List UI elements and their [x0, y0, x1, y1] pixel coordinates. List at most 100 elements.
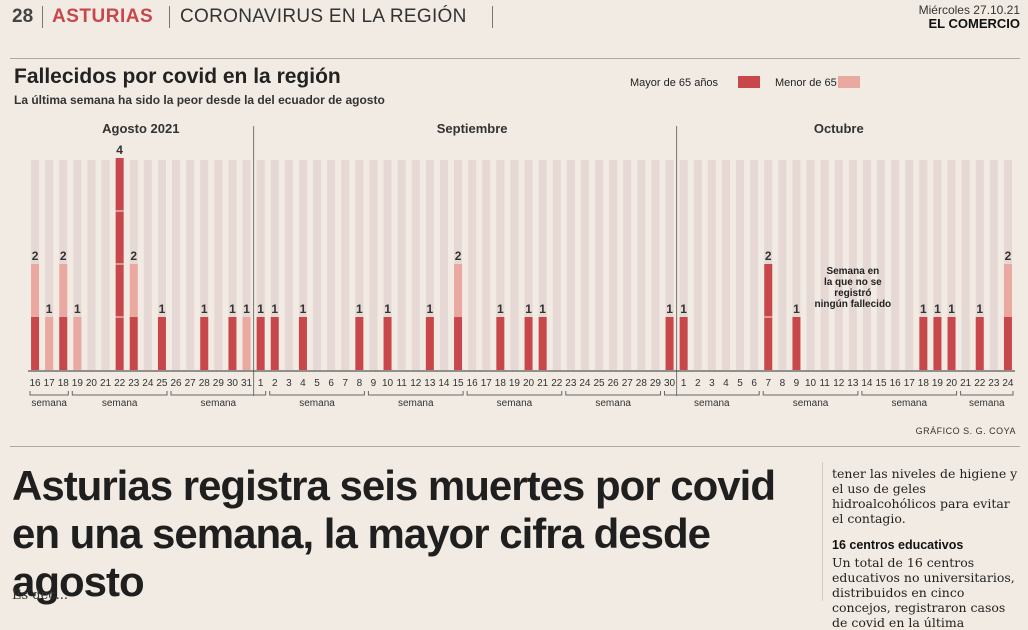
- bar-track: [961, 160, 970, 370]
- bar-track: [665, 160, 674, 370]
- legend-label: Menor de 65: [775, 77, 837, 89]
- bar-mayor-65: [200, 317, 209, 370]
- bar-track: [609, 160, 618, 370]
- bar-total-label: 1: [384, 302, 391, 316]
- bar-mayor-65: [31, 317, 40, 370]
- day-tick-label: 16: [29, 378, 41, 389]
- bar-total-label: 1: [793, 302, 800, 316]
- day-tick-label: 6: [751, 378, 757, 389]
- header-separator: [492, 6, 493, 28]
- bar-menor-65: [454, 264, 463, 317]
- bar-total-label: 1: [229, 302, 236, 316]
- bar-mayor-65: [524, 317, 533, 370]
- day-tick-label: 8: [357, 378, 363, 389]
- bar-mayor-65: [59, 317, 68, 370]
- day-tick-label: 9: [794, 378, 800, 389]
- day-tick-label: 21: [537, 378, 549, 389]
- bar-track: [510, 160, 519, 370]
- bar-track: [538, 160, 547, 370]
- bar-mayor-65: [1003, 317, 1012, 370]
- bar-mayor-65: [538, 317, 547, 370]
- day-tick-label: 18: [918, 378, 930, 389]
- bar-mayor-65: [665, 317, 674, 370]
- week-bracket: [71, 391, 168, 396]
- bar-mayor-65: [228, 317, 237, 370]
- bar-track: [806, 160, 815, 370]
- header-separator: [169, 6, 170, 28]
- day-tick-label: 28: [199, 378, 211, 389]
- bar-menor-65: [242, 317, 251, 370]
- bar-total-label: 1: [976, 302, 983, 316]
- bar-mayor-65: [298, 317, 307, 370]
- bar-total-label: 2: [765, 249, 772, 263]
- day-tick-label: 11: [819, 378, 830, 389]
- bar-track: [862, 160, 871, 370]
- day-tick-label: 12: [410, 378, 422, 389]
- bar-track: [637, 160, 646, 370]
- day-tick-label: 21: [100, 378, 112, 389]
- column-paragraph: tener las niveles de higiene y el uso de…: [832, 466, 1018, 526]
- bar-total-label: 1: [920, 302, 927, 316]
- bar-track: [651, 160, 660, 370]
- day-tick-label: 3: [709, 378, 715, 389]
- bar-track: [411, 160, 420, 370]
- bar-track: [200, 160, 209, 370]
- week-bracket: [861, 391, 958, 396]
- bar-track: [877, 160, 886, 370]
- graphic-credit: GRÁFICO S. G. COYA: [915, 426, 1016, 436]
- bar-mayor-65: [355, 317, 364, 370]
- bar-total-label: 1: [201, 302, 208, 316]
- bar-track: [87, 160, 96, 370]
- bar-total-label: 1: [539, 302, 546, 316]
- week-label: semana: [201, 398, 237, 409]
- bar-mayor-65: [256, 317, 265, 370]
- bar-total-label: 1: [680, 302, 687, 316]
- day-tick-label: 6: [328, 378, 334, 389]
- bar-track: [143, 160, 152, 370]
- day-tick-label: 14: [861, 378, 873, 389]
- bar-track: [933, 160, 942, 370]
- chart-legend: Mayor de 65 años Menor de 65: [630, 76, 860, 89]
- bar-track: [383, 160, 392, 370]
- bar-track: [848, 160, 857, 370]
- day-tick-label: 17: [904, 378, 916, 389]
- bar-track: [524, 160, 533, 370]
- day-tick-label: 1: [258, 378, 264, 389]
- bar-mayor-65: [270, 317, 279, 370]
- chart-annotation: Semana en la que no se registró ningún fall…: [815, 266, 892, 310]
- day-tick-label: 8: [780, 378, 786, 389]
- day-tick-label: 18: [495, 378, 507, 389]
- bar-track: [172, 160, 181, 370]
- bar-track: [580, 160, 589, 370]
- bar-total-label: 2: [32, 249, 39, 263]
- chart-rule: [10, 446, 1020, 447]
- day-tick-label: 22: [974, 378, 986, 389]
- bar-track: [439, 160, 448, 370]
- day-tick-label: 19: [932, 378, 944, 389]
- day-tick-label: 26: [608, 378, 620, 389]
- week-bracket: [269, 391, 365, 396]
- bar-total-label: 4: [116, 143, 123, 157]
- bar-track: [496, 160, 505, 370]
- bar-track: [214, 160, 223, 370]
- bar-total-label: 1: [159, 302, 166, 316]
- day-tick-label: 29: [213, 378, 225, 389]
- bar-total-label: 1: [243, 302, 250, 316]
- legend-label: Mayor de 65 años: [630, 77, 719, 89]
- bar-mayor-65: [454, 317, 463, 370]
- week-bracket: [664, 391, 760, 396]
- bar-track: [369, 160, 378, 370]
- day-tick-label: 22: [114, 378, 126, 389]
- bar-track: [327, 160, 336, 370]
- bar-total-label: 1: [525, 302, 532, 316]
- topic-label: CORONAVIRUS EN LA REGIÓN: [180, 6, 467, 27]
- bar-mayor-65: [975, 317, 984, 370]
- week-label: semana: [497, 398, 533, 409]
- dateline: Miércoles 27.10.21: [918, 3, 1020, 17]
- body-text-cutoff: Es dec...: [12, 588, 68, 603]
- bar-track: [736, 160, 745, 370]
- day-tick-label: 7: [342, 378, 348, 389]
- bar-track: [242, 160, 251, 370]
- section-label: ASTURIAS: [52, 6, 154, 27]
